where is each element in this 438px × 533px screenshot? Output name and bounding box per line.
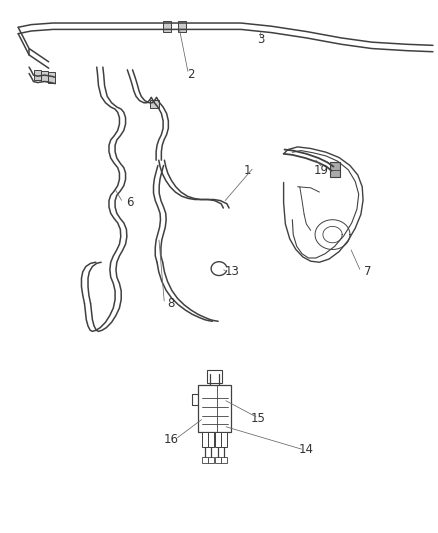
FancyBboxPatch shape — [198, 384, 231, 432]
Text: 7: 7 — [364, 265, 371, 278]
Bar — [162, 21, 170, 31]
Text: 16: 16 — [163, 433, 178, 446]
Text: 2: 2 — [187, 68, 194, 80]
Text: 13: 13 — [225, 265, 240, 278]
Text: 15: 15 — [251, 411, 266, 424]
Bar — [221, 457, 227, 463]
Text: 19: 19 — [314, 164, 329, 177]
Bar — [178, 21, 186, 31]
Text: 14: 14 — [299, 443, 314, 456]
Text: 8: 8 — [167, 297, 175, 310]
Bar — [41, 71, 48, 82]
Bar — [215, 457, 221, 463]
Text: 6: 6 — [126, 196, 133, 209]
Bar — [207, 370, 223, 383]
Bar — [150, 100, 159, 108]
Bar — [221, 432, 227, 447]
Bar — [202, 457, 208, 463]
Bar — [202, 432, 208, 447]
Bar — [34, 70, 41, 80]
Bar — [208, 432, 214, 447]
Bar — [215, 432, 221, 447]
Bar — [330, 163, 340, 177]
Text: 3: 3 — [257, 33, 264, 46]
Bar — [208, 457, 214, 463]
Text: 1: 1 — [244, 164, 251, 177]
Bar — [48, 72, 55, 83]
